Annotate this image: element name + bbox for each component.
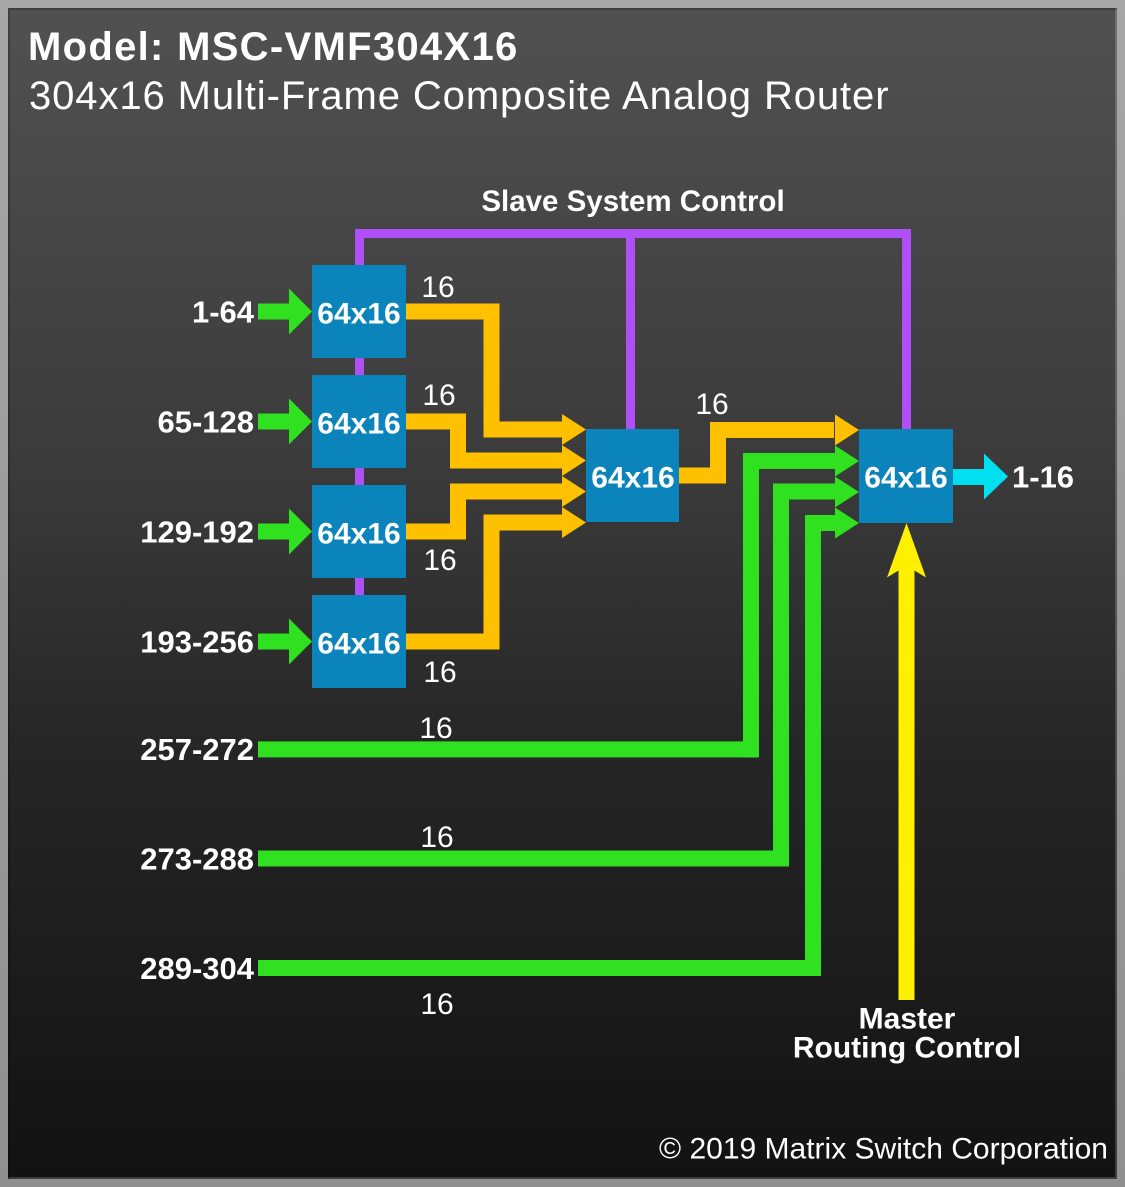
svg-text:64x16: 64x16 [317,298,400,331]
svg-text:1-16: 1-16 [1012,460,1074,495]
svg-text:129-192: 129-192 [140,515,254,550]
svg-text:273-288: 273-288 [140,842,254,877]
svg-text:64x16: 64x16 [317,408,400,441]
svg-text:64x16: 64x16 [317,628,400,661]
svg-text:Master: Master [859,1003,956,1036]
svg-text:304x16 Multi-Frame Composite A: 304x16 Multi-Frame Composite Analog Rout… [29,74,889,118]
svg-text:Slave System Control: Slave System Control [481,185,784,218]
svg-text:16: 16 [420,988,453,1021]
svg-text:16: 16 [420,821,453,854]
svg-text:257-272: 257-272 [140,732,254,767]
svg-text:16: 16 [421,271,454,304]
svg-text:16: 16 [423,656,456,689]
svg-text:Model: MSC-VMF304X16: Model: MSC-VMF304X16 [28,25,519,69]
svg-text:Routing Control: Routing Control [793,1032,1021,1065]
svg-text:65-128: 65-128 [157,405,254,440]
svg-text:64x16: 64x16 [317,518,400,551]
svg-text:16: 16 [419,712,452,745]
svg-text:16: 16 [422,379,455,412]
svg-text:16: 16 [695,388,728,421]
svg-text:16: 16 [423,544,456,577]
svg-text:64x16: 64x16 [864,462,947,495]
svg-text:1-64: 1-64 [192,295,255,330]
svg-text:193-256: 193-256 [140,625,254,660]
svg-text:289-304: 289-304 [140,951,255,986]
svg-text:© 2019 Matrix Switch Corporati: © 2019 Matrix Switch Corporation [659,1133,1108,1166]
svg-text:64x16: 64x16 [591,462,674,495]
